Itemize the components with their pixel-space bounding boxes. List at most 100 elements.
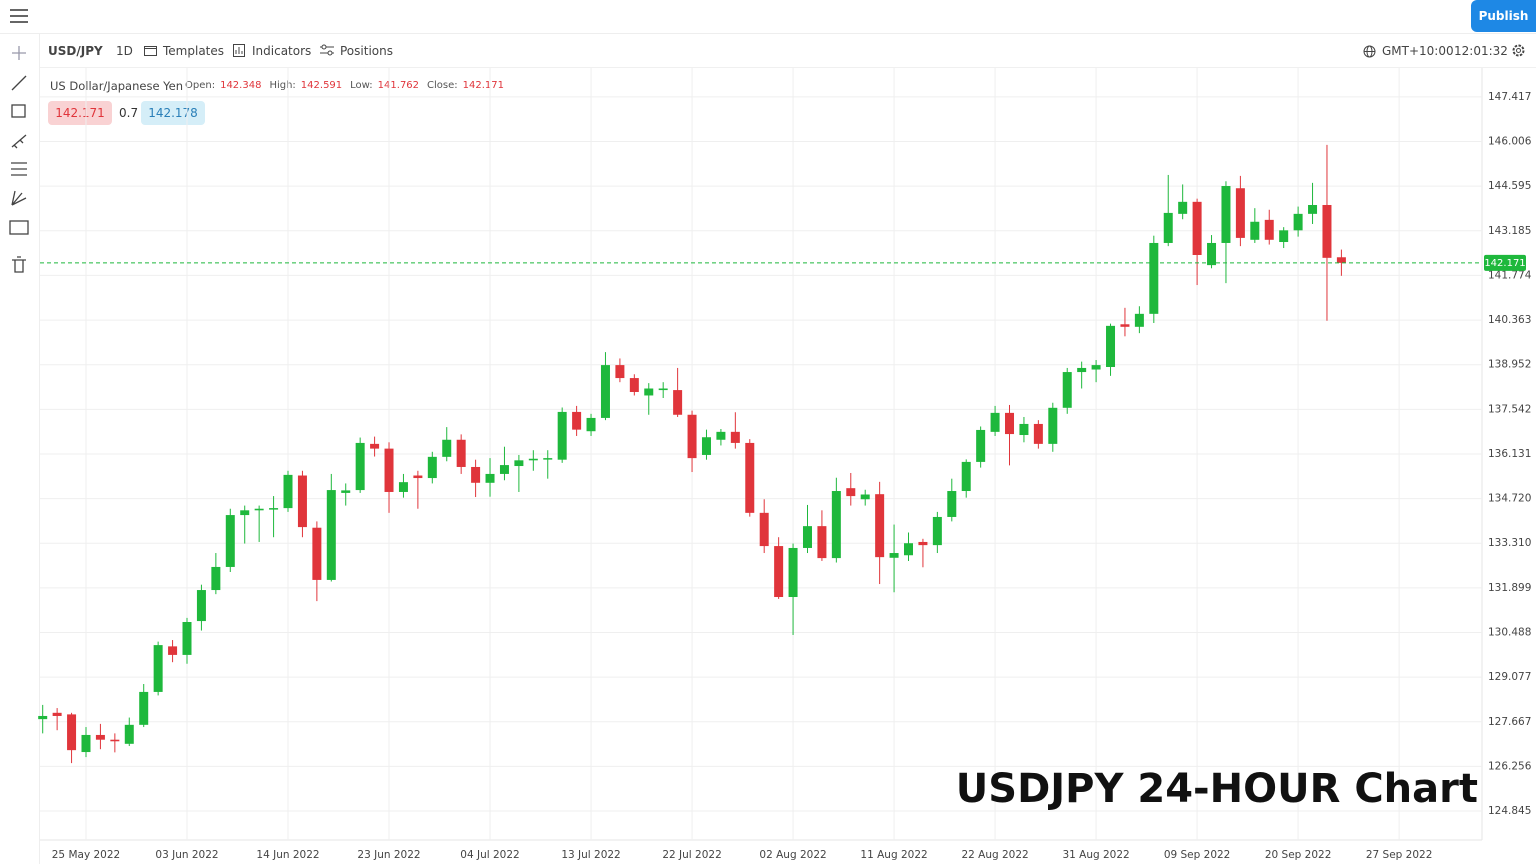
candle-body <box>182 622 192 655</box>
open-value: 142.348 <box>220 80 262 91</box>
candle-body <box>283 474 293 509</box>
candle-body <box>759 512 769 547</box>
y-tick-label: 137.542 <box>1488 403 1531 415</box>
candle-body <box>1207 242 1217 266</box>
y-tick-label: 131.899 <box>1488 582 1531 594</box>
candle-body <box>557 411 567 460</box>
chart-toolbar <box>40 34 1536 68</box>
delete-tool[interactable] <box>12 256 26 273</box>
y-tick-label: 143.185 <box>1488 225 1531 237</box>
candle-body <box>528 458 538 461</box>
candle-body <box>1077 367 1087 373</box>
candle-body <box>586 417 596 432</box>
templates-button[interactable]: Templates <box>163 44 225 58</box>
candle-body <box>1005 412 1015 435</box>
timezone[interactable]: GMT+10:00 <box>1382 44 1454 58</box>
candle-body <box>499 465 509 474</box>
candle-body <box>802 526 812 548</box>
candle-body <box>701 437 711 455</box>
candle-body <box>355 442 365 491</box>
high-label: High: <box>269 80 296 91</box>
candle-body <box>817 526 827 559</box>
candle-body <box>398 482 408 492</box>
candle-body <box>658 388 668 391</box>
y-tick-label: 147.417 <box>1488 91 1531 103</box>
candle-body <box>81 734 91 753</box>
x-tick-label: 11 Aug 2022 <box>860 849 927 861</box>
rect-tool[interactable] <box>11 104 26 118</box>
y-tick-label: 138.952 <box>1488 359 1531 371</box>
close-label: Close: <box>427 80 458 91</box>
indicators-icon <box>233 44 245 57</box>
spread: 0.7 <box>119 106 139 120</box>
positions-button[interactable]: Positions <box>340 44 393 58</box>
candle-body <box>961 461 971 492</box>
candle-body <box>976 429 986 462</box>
candle-body <box>297 475 307 528</box>
globe-icon <box>1363 45 1376 58</box>
candle-body <box>139 691 149 725</box>
x-tick-label: 03 Jun 2022 <box>155 849 218 861</box>
candle-body <box>947 491 957 517</box>
candle-body <box>240 510 250 516</box>
candle-body <box>543 458 553 460</box>
fib-tool[interactable] <box>11 162 27 176</box>
menu-icon[interactable] <box>10 9 28 23</box>
clock: 12:01:32 <box>1454 44 1508 58</box>
candle-body <box>153 645 163 692</box>
settings-icon[interactable] <box>1511 43 1526 58</box>
ruler-tool[interactable] <box>11 134 27 149</box>
x-tick-label: 14 Jun 2022 <box>256 849 319 861</box>
y-tick-label: 133.310 <box>1488 537 1531 549</box>
symbol[interactable]: USD/JPY <box>48 44 103 58</box>
candle-body <box>427 456 437 479</box>
candle-body <box>1134 313 1144 327</box>
templates-icon <box>144 46 157 56</box>
candle-body <box>600 365 610 418</box>
x-tick-label: 31 Aug 2022 <box>1062 849 1129 861</box>
close-value: 142.171 <box>462 80 505 91</box>
bid-price[interactable]: 142.171 <box>48 101 112 125</box>
interval[interactable]: 1D <box>116 44 133 58</box>
crosshair-tool[interactable] <box>12 46 26 60</box>
candle-body <box>629 378 639 392</box>
x-tick-label: 02 Aug 2022 <box>759 849 826 861</box>
x-tick-label: 20 Sep 2022 <box>1265 849 1332 861</box>
candle-body <box>1178 201 1188 214</box>
last-price-label: 142.171 <box>1484 258 1525 269</box>
candle-body <box>1235 188 1245 238</box>
candle-body <box>730 431 740 443</box>
x-tick-label: 09 Sep 2022 <box>1164 849 1231 861</box>
line-tool[interactable] <box>11 75 27 91</box>
candle-body <box>1163 212 1173 243</box>
chart-title: USDJPY 24-HOUR Chart <box>956 766 1478 812</box>
candle-body <box>124 724 134 744</box>
candle-body <box>442 439 452 457</box>
x-tick-label: 27 Sep 2022 <box>1366 849 1433 861</box>
candle-body <box>615 365 625 379</box>
ohlc-legend: Open: 142.348 High: 142.591 Low: 141.762 Cl… <box>185 80 504 91</box>
candle-body <box>1192 201 1202 255</box>
x-tick-label: 22 Jul 2022 <box>662 849 721 861</box>
candle-body <box>1336 257 1346 263</box>
fan-tool[interactable] <box>11 190 27 206</box>
y-tick-label: 126.256 <box>1488 760 1532 772</box>
publish-button[interactable]: Publish <box>1471 0 1536 32</box>
candle-body <box>1308 204 1318 214</box>
candle-body <box>211 566 221 591</box>
candle-body <box>456 439 466 467</box>
text-tool[interactable] <box>9 220 29 235</box>
candle-body <box>918 541 928 546</box>
y-tick-label: 134.720 <box>1488 493 1531 505</box>
candle-body <box>254 508 264 511</box>
x-tick-label: 13 Jul 2022 <box>561 849 620 861</box>
last-price-tag <box>1484 254 1526 271</box>
candle-body <box>572 411 582 430</box>
y-tick-label: 146.006 <box>1488 136 1532 148</box>
indicators-button[interactable]: Indicators <box>252 44 312 58</box>
ask-price[interactable]: 142.178 <box>141 101 205 125</box>
drawing-tools <box>9 46 29 273</box>
candle-body <box>716 431 726 440</box>
